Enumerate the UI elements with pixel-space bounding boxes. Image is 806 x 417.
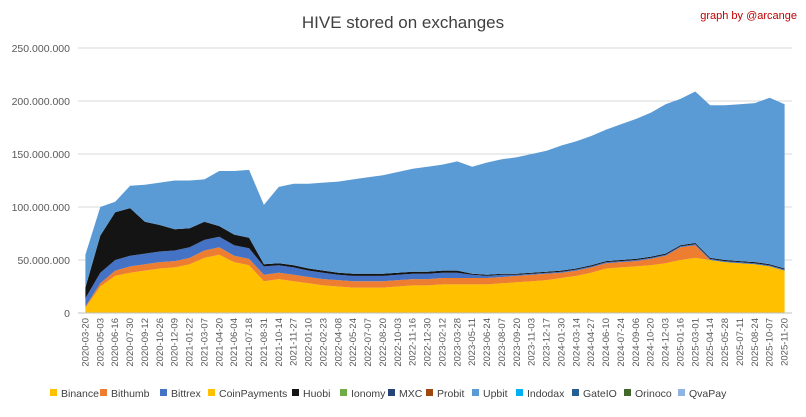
y-tick-label: 250.000.000 (12, 43, 71, 55)
legend-swatch-coinpayments (208, 389, 215, 396)
legend-label-bittrex: Bittrex (171, 388, 202, 400)
legend-label-gateio: GateIO (583, 388, 617, 400)
chart-credit: graph by @arcange (700, 10, 797, 22)
x-tick-label: 2022-08-20 (378, 318, 389, 367)
x-tick-label: 2022-10-03 (393, 318, 404, 367)
x-tick-label: 2022-07-07 (363, 318, 374, 367)
legend-label-binance: Binance (61, 388, 99, 400)
legend-swatch-binance (50, 389, 57, 396)
x-tick-label: 2020-05-03 (95, 318, 106, 367)
x-tick-label: 2021-03-07 (199, 318, 210, 367)
legend-swatch-mxc (388, 389, 395, 396)
legend-label-huobi: Huobi (303, 388, 330, 400)
x-tick-label: 2024-12-03 (661, 318, 672, 367)
x-tick-label: 2020-09-12 (140, 318, 151, 367)
x-tick-label: 2020-06-16 (110, 318, 121, 367)
x-tick-label: 2023-06-24 (482, 318, 493, 367)
y-tick-label: 200.000.000 (12, 96, 71, 108)
x-tick-label: 2025-01-16 (675, 318, 686, 367)
x-tick-label: 2025-08-24 (750, 318, 761, 367)
x-tick-label: 2022-02-23 (318, 318, 329, 367)
x-tick-label: 2022-12-30 (423, 318, 434, 367)
x-tick-label: 2023-08-07 (497, 318, 508, 367)
x-tick-label: 2025-03-01 (690, 318, 701, 367)
legend-label-mxc: MXC (399, 388, 423, 400)
x-tick-label: 2023-03-28 (452, 318, 463, 367)
x-tick-label: 2023-11-03 (527, 318, 538, 366)
series-area-upbit (85, 91, 785, 288)
x-tick-label: 2020-07-30 (125, 318, 136, 367)
x-tick-label: 2021-07-18 (244, 318, 255, 367)
x-tick-label: 2024-06-10 (601, 318, 612, 367)
x-tick-label: 2025-07-11 (735, 318, 746, 366)
x-tick-label: 2023-02-12 (437, 318, 448, 367)
x-tick-label: 2024-01-30 (556, 318, 567, 367)
legend-swatch-bithumb (100, 389, 107, 396)
legend-swatch-bittrex (160, 389, 167, 396)
legend: Binance Bithumb Bittrex CoinPayments Huobi Io… (50, 388, 727, 400)
legend-label-indodax: Indodax (527, 388, 565, 400)
legend-swatch-orinoco (624, 389, 631, 396)
y-tick-label: 100.000.000 (12, 202, 71, 214)
legend-label-coinpayments: CoinPayments (219, 388, 287, 400)
x-tick-label: 2021-06-04 (229, 318, 240, 367)
x-tick-label: 2024-04-27 (586, 318, 597, 367)
y-tick-label: 50.000.000 (17, 255, 70, 267)
legend-label-probit: Probit (437, 388, 465, 400)
chart-title: HIVE stored on exchanges (302, 13, 504, 32)
legend-label-orinoco: Orinoco (635, 388, 672, 400)
x-tick-label: 2023-05-11 (467, 318, 478, 366)
legend-swatch-ionomy (340, 389, 347, 396)
legend-label-ionomy: Ionomy (351, 388, 386, 400)
legend-swatch-gateio (572, 389, 579, 396)
x-tick-label: 2025-05-28 (720, 318, 731, 367)
x-tick-label: 2025-11-20 (780, 318, 791, 366)
x-tick-label: 2024-10-20 (646, 318, 657, 367)
x-tick-label: 2021-11-27 (289, 318, 300, 366)
x-tick-label: 2020-03-20 (80, 318, 91, 367)
legend-swatch-upbit (472, 389, 479, 396)
x-tick-label: 2023-12-17 (542, 318, 553, 367)
x-tick-label: 2024-03-14 (571, 318, 582, 367)
series-areas (85, 91, 785, 313)
x-tick-label: 2022-01-10 (304, 318, 315, 367)
x-tick-label: 2020-12-09 (170, 318, 181, 367)
x-tick-label: 2020-10-26 (155, 318, 166, 367)
y-axis: 0 50.000.000 100.000.000 150.000.000 200.000… (12, 43, 71, 320)
x-tick-label: 2021-10-14 (274, 318, 285, 367)
x-tick-label: 2025-04-14 (705, 318, 716, 367)
x-tick-label: 2022-05-24 (348, 318, 359, 367)
legend-swatch-huobi (292, 389, 299, 396)
x-tick-label: 2021-08-31 (259, 318, 270, 367)
x-tick-label: 2024-07-24 (616, 318, 627, 367)
x-tick-label: 2025-10-07 (765, 318, 776, 367)
x-tick-label: 2021-04-20 (214, 318, 225, 367)
x-tick-label: 2024-09-06 (631, 318, 642, 367)
x-tick-label: 2022-04-08 (333, 318, 344, 367)
series-area-binance (85, 254, 785, 313)
y-tick-label: 150.000.000 (12, 149, 71, 161)
x-axis: 2020-03-20 2020-05-03 2020-06-16 2020-07-30… (78, 312, 792, 367)
legend-label-bithumb: Bithumb (111, 388, 150, 400)
x-tick-label: 2022-11-16 (408, 318, 419, 366)
legend-swatch-probit (426, 389, 433, 396)
legend-swatch-indodax (516, 389, 523, 396)
y-tick-label: 0 (64, 308, 70, 320)
x-tick-label: 2023-09-20 (512, 318, 523, 367)
legend-swatch-qvapay (678, 389, 685, 396)
legend-label-upbit: Upbit (483, 388, 508, 400)
legend-label-qvapay: QvaPay (689, 388, 727, 400)
x-tick-label: 2021-01-22 (185, 318, 196, 367)
